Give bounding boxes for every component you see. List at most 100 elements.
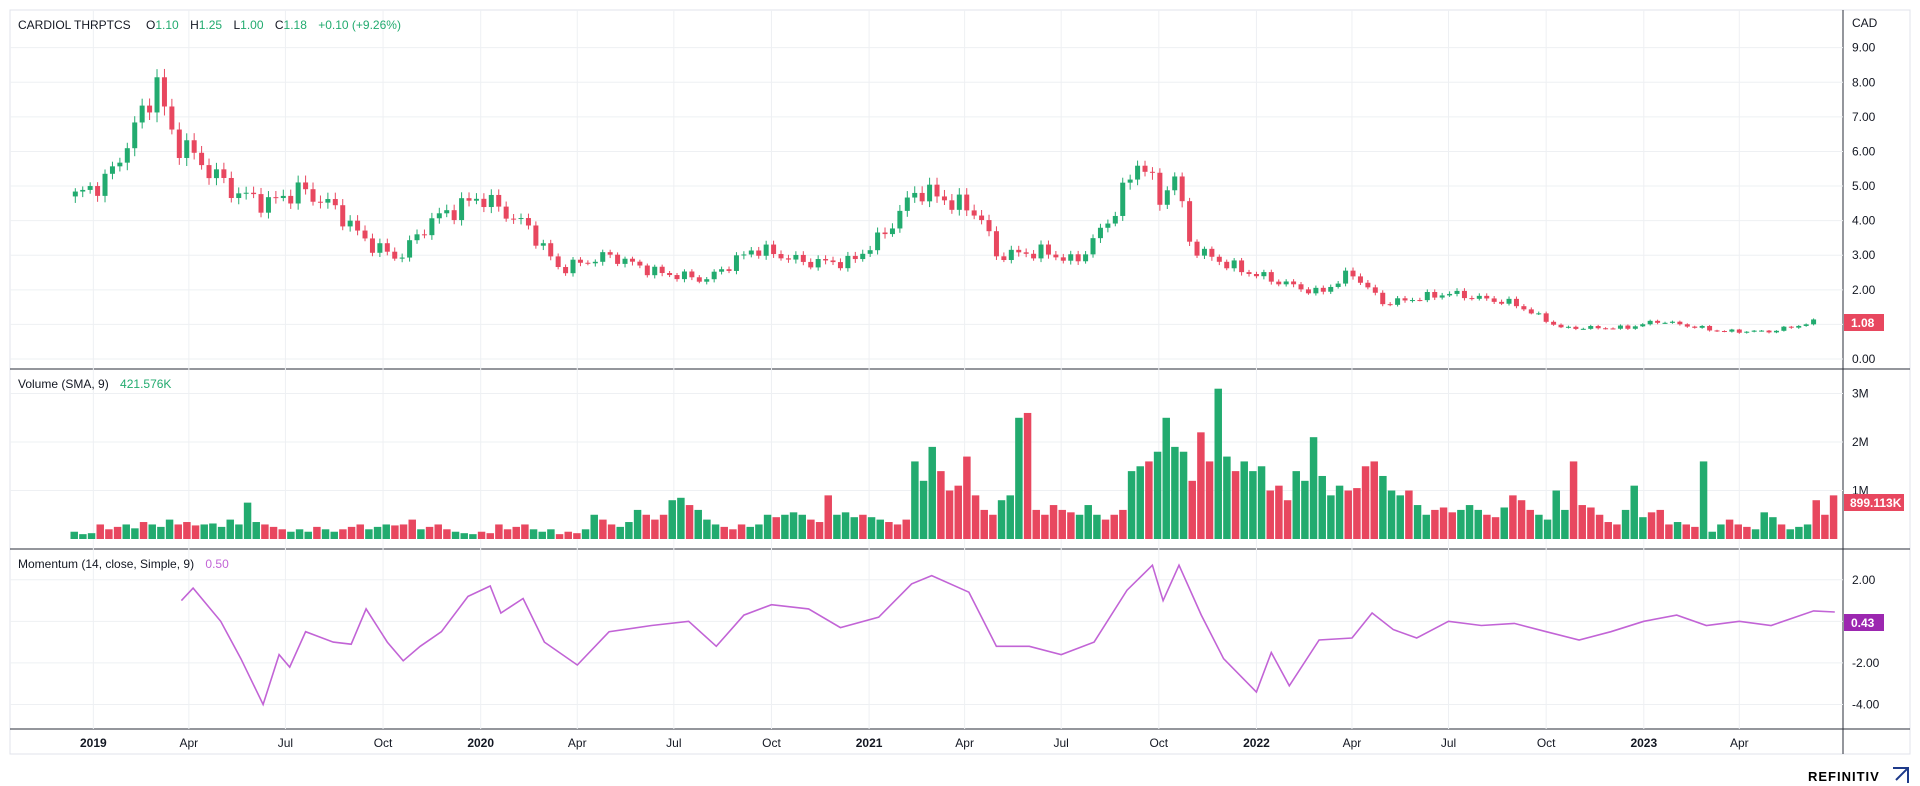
candle-body (875, 232, 881, 251)
volume-bar (1023, 412, 1032, 539)
volume-bar (1500, 507, 1508, 539)
candle-body (1090, 238, 1096, 255)
price-candles[interactable] (72, 68, 1817, 334)
momentum-tick-label: -4.00 (1852, 697, 1880, 711)
candle-body (1179, 176, 1185, 202)
candle-body (421, 234, 427, 236)
volume-bar (365, 529, 373, 539)
candle-body (525, 218, 531, 226)
volume-bar (417, 529, 425, 539)
candle-body (1268, 272, 1274, 282)
candle-body (652, 266, 658, 276)
candle-body (823, 258, 829, 261)
volume-bar (313, 526, 321, 539)
volume-bar (971, 495, 980, 539)
candle-body (570, 259, 576, 274)
candle-body (1684, 324, 1690, 327)
candle-body (1603, 328, 1609, 330)
volume-bar (642, 514, 650, 539)
momentum-line-group[interactable] (180, 563, 1835, 707)
volume-bar (1725, 519, 1734, 539)
volume-bar (989, 514, 997, 539)
volume-bar (1621, 509, 1630, 539)
momentum-legend[interactable]: Momentum (14, close, Simple, 9) 0.50 (18, 557, 229, 571)
volume-bar (711, 524, 720, 539)
volume-legend[interactable]: Volume (SMA, 9) 421.576K (18, 377, 171, 391)
price-last-value-badge: 1.08 (1844, 314, 1884, 331)
candle-body (1662, 322, 1668, 324)
volume-bar (607, 524, 616, 539)
time-axis[interactable]: 2019 Apr Jul Oct 2020 Apr Jul Oct 2021 Apr Jul Oct 2… (80, 736, 1749, 750)
volume-bar (1153, 451, 1162, 539)
volume-bar (720, 526, 728, 539)
volume-bar (261, 524, 269, 539)
volume-bar (1699, 461, 1708, 539)
candle-body (72, 191, 78, 197)
candle-body (1491, 298, 1497, 302)
volume-bar (1457, 509, 1465, 539)
candle-body (919, 192, 925, 202)
candle-body (1461, 290, 1467, 299)
volume-bar (243, 502, 252, 539)
volume-bar (954, 485, 962, 539)
candle-body (748, 250, 754, 255)
candle-body (1424, 292, 1430, 301)
volume-bar (512, 526, 520, 539)
volume-bar (1760, 512, 1768, 539)
candle-body (199, 152, 205, 166)
volume-bar (1543, 519, 1552, 539)
volume-bar (1587, 507, 1595, 539)
candle-body (1766, 330, 1772, 333)
candle-body (1573, 326, 1579, 329)
candle-body (1655, 320, 1661, 323)
candle-body (347, 220, 353, 227)
price-tick-label: 9.00 (1852, 41, 1876, 55)
candle-body (1647, 320, 1653, 325)
time-tick-label: Jul (666, 736, 681, 750)
candle-body (161, 77, 167, 107)
volume-bar (564, 531, 572, 539)
volume-bar (963, 456, 971, 539)
volume-bar (980, 509, 988, 539)
volume-bar (1127, 471, 1136, 539)
volume-bar (503, 529, 512, 539)
candle-body (414, 234, 420, 241)
candle-body (109, 166, 115, 174)
volume-bar (1552, 490, 1560, 539)
candle-body (1439, 295, 1445, 298)
candle-body (889, 228, 895, 235)
candle-body (941, 196, 947, 201)
candle-body (87, 186, 93, 190)
volume-bar (737, 524, 746, 539)
volume-bar (174, 524, 182, 539)
momentum-axis[interactable]: 2.000.00-2.00-4.00 (1852, 573, 1880, 712)
volume-bar (79, 534, 87, 539)
candle-body (1380, 292, 1386, 305)
volume-bar (538, 531, 546, 539)
volume-bar (443, 529, 451, 539)
candle-body (399, 257, 405, 259)
candle-body (1075, 254, 1081, 262)
time-tick-label: Oct (1537, 736, 1556, 750)
candle-body (228, 177, 234, 199)
chart-frame (9, 9, 1911, 755)
volume-bar (651, 519, 659, 539)
volume-bar (1353, 488, 1361, 539)
volume-bars[interactable] (70, 388, 1838, 539)
volume-legend-title: Volume (SMA, 9) (18, 377, 109, 391)
volume-bar (729, 529, 737, 539)
candle-body (511, 218, 517, 220)
high-value: 1.25 (199, 18, 223, 32)
candle-body (719, 269, 725, 272)
candle-body (147, 105, 153, 113)
candle-body (303, 182, 309, 190)
candle-body (1536, 313, 1542, 315)
candle-body (912, 192, 918, 198)
volume-bar (1067, 512, 1075, 539)
price-legend[interactable]: CARDIOL THRPTCS O1.10 H1.25 L1.00 C1.18 … (18, 18, 401, 32)
candle-body (1231, 260, 1237, 269)
candle-body (622, 258, 628, 264)
volume-bar (1517, 500, 1526, 539)
